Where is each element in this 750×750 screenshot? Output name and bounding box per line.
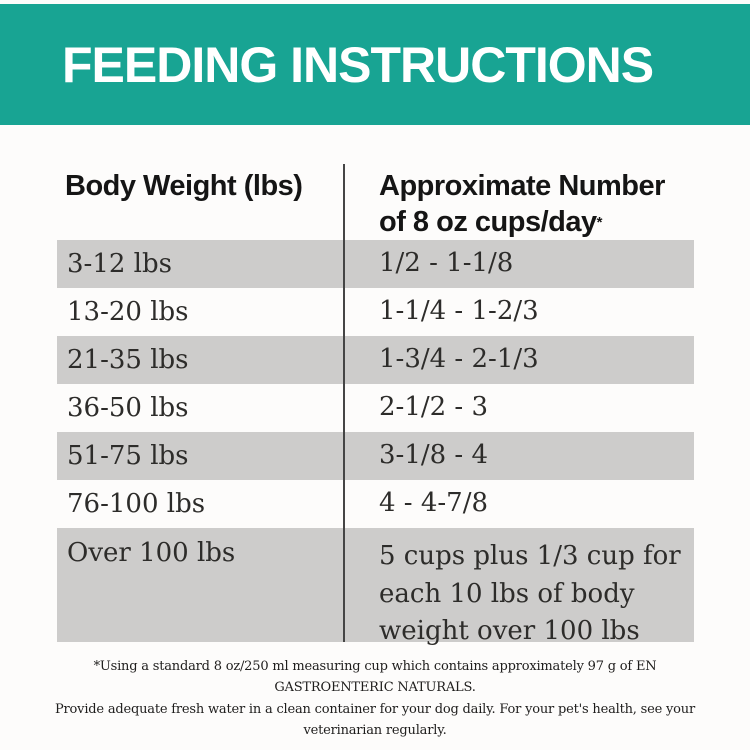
header-body-weight: Body Weight (lbs)	[65, 170, 303, 202]
weight-cell: 51-75 lbs	[67, 441, 189, 471]
weight-cell: 21-35 lbs	[67, 345, 189, 375]
footnote-line2: Provide adequate fresh water in a clean …	[54, 701, 695, 739]
weight-cell: 76-100 lbs	[67, 489, 206, 519]
table-row: 36-50 lbs 2-1/2 - 3	[57, 384, 694, 432]
table-row: 13-20 lbs 1-1/4 - 1-2/3	[57, 288, 694, 336]
banner-title: FEEDING INSTRUCTIONS	[62, 36, 654, 93]
table-row: Over 100 lbs 5 cups plus 1/3 cup for eac…	[57, 528, 694, 646]
weight-cell: Over 100 lbs	[67, 538, 236, 568]
weight-cell: 13-20 lbs	[67, 297, 189, 327]
footnote: *Using a standard 8 oz/250 ml measuring …	[40, 656, 710, 742]
table-row: 21-35 lbs 1-3/4 - 2-1/3	[57, 336, 694, 384]
header-cups-per-day: Approximate Number of 8 oz cups/day*	[343, 162, 694, 240]
cups-cell: 1/2 - 1-1/8	[379, 248, 514, 279]
cups-cell: 1-3/4 - 2-1/3	[379, 344, 539, 375]
footnote-line1: *Using a standard 8 oz/250 ml measuring …	[93, 659, 657, 696]
cups-cell: 3-1/8 - 4	[379, 440, 489, 471]
weight-cell: 3-12 lbs	[67, 249, 172, 279]
header-cups-line2: of 8 oz cups/day	[379, 206, 597, 238]
table-header-row: Body Weight (lbs) Approximate Number of …	[57, 162, 694, 240]
table-row: 76-100 lbs 4 - 4-7/8	[57, 480, 694, 528]
table-row: 51-75 lbs 3-1/8 - 4	[57, 432, 694, 480]
header-cups-line1: Approximate Number	[379, 170, 665, 202]
column-divider	[343, 164, 345, 642]
feeding-banner: FEEDING INSTRUCTIONS	[0, 4, 750, 125]
feeding-table: Body Weight (lbs) Approximate Number of …	[57, 162, 694, 646]
cups-cell: 5 cups plus 1/3 cup for each 10 lbs of b…	[379, 541, 681, 647]
cups-cell: 2-1/2 - 3	[379, 392, 489, 423]
table-row: 3-12 lbs 1/2 - 1-1/8	[57, 240, 694, 288]
weight-cell: 36-50 lbs	[67, 393, 189, 423]
footnote-asterisk: *	[596, 214, 603, 231]
cups-cell: 1-1/4 - 1-2/3	[379, 296, 539, 327]
cups-cell: 4 - 4-7/8	[379, 488, 489, 519]
